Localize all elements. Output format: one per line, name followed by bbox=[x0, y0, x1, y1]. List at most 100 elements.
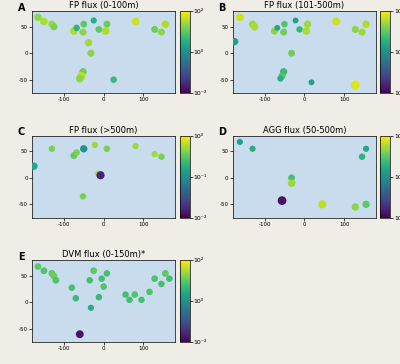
Point bbox=[49, 21, 55, 27]
Point bbox=[53, 277, 59, 283]
Point bbox=[288, 180, 295, 186]
Point bbox=[72, 295, 79, 301]
Point bbox=[237, 14, 243, 20]
Point bbox=[80, 69, 86, 75]
Point bbox=[94, 171, 101, 177]
Point bbox=[152, 276, 158, 282]
Point bbox=[104, 270, 110, 276]
Point bbox=[303, 28, 310, 34]
Title: AGG flux (50-500m): AGG flux (50-500m) bbox=[262, 126, 346, 135]
Point bbox=[249, 21, 256, 27]
Point bbox=[92, 142, 98, 148]
Point bbox=[288, 175, 295, 181]
Point bbox=[49, 146, 55, 152]
Point bbox=[71, 153, 77, 159]
Point bbox=[31, 163, 37, 169]
Point bbox=[71, 28, 77, 34]
Point bbox=[359, 29, 365, 35]
Point bbox=[162, 270, 168, 276]
Point bbox=[35, 14, 41, 20]
Point bbox=[280, 69, 287, 75]
Text: B: B bbox=[218, 3, 226, 13]
Point bbox=[76, 76, 83, 82]
Point bbox=[288, 50, 295, 56]
Point bbox=[152, 27, 158, 32]
Point bbox=[90, 17, 97, 23]
Point bbox=[86, 277, 93, 283]
Point bbox=[152, 151, 158, 157]
Point bbox=[78, 73, 84, 79]
Point bbox=[51, 24, 57, 30]
Point bbox=[251, 24, 258, 30]
Title: FP flux (>500m): FP flux (>500m) bbox=[70, 126, 138, 135]
Point bbox=[80, 193, 86, 199]
Point bbox=[96, 27, 102, 32]
Text: E: E bbox=[18, 252, 24, 262]
Point bbox=[96, 294, 102, 300]
Point bbox=[279, 198, 285, 203]
Point bbox=[271, 28, 278, 34]
Point bbox=[100, 284, 107, 289]
Point bbox=[90, 268, 97, 274]
Point bbox=[41, 19, 47, 24]
Point bbox=[88, 50, 94, 56]
Point bbox=[110, 77, 117, 83]
Point bbox=[292, 17, 299, 23]
Title: FP flux (101-500m): FP flux (101-500m) bbox=[264, 1, 344, 10]
Point bbox=[352, 82, 358, 88]
Point bbox=[132, 143, 139, 149]
Point bbox=[279, 73, 285, 79]
Point bbox=[73, 150, 80, 155]
Text: D: D bbox=[218, 127, 226, 137]
Point bbox=[41, 268, 47, 274]
Point bbox=[85, 40, 92, 46]
Text: C: C bbox=[18, 127, 25, 137]
Point bbox=[274, 25, 280, 31]
Point bbox=[277, 76, 284, 82]
Point bbox=[304, 21, 311, 27]
Point bbox=[51, 273, 57, 279]
Point bbox=[35, 264, 41, 269]
Point bbox=[80, 21, 87, 27]
Point bbox=[69, 285, 75, 290]
Point bbox=[104, 21, 110, 27]
Point bbox=[232, 39, 238, 44]
Point bbox=[333, 19, 339, 24]
Point bbox=[237, 139, 243, 145]
Point bbox=[104, 146, 110, 152]
Point bbox=[319, 201, 326, 207]
Point bbox=[359, 154, 365, 160]
Title: DVM flux (0-150m)*: DVM flux (0-150m)* bbox=[62, 250, 145, 260]
Point bbox=[363, 201, 369, 207]
Point bbox=[352, 27, 358, 32]
Point bbox=[97, 172, 104, 178]
Point bbox=[80, 146, 87, 152]
Point bbox=[98, 276, 105, 282]
Point bbox=[122, 292, 129, 297]
Point bbox=[102, 28, 109, 34]
Point bbox=[73, 25, 80, 31]
Point bbox=[146, 289, 153, 295]
Point bbox=[162, 21, 168, 27]
Point bbox=[281, 21, 288, 27]
Point bbox=[352, 204, 358, 210]
Point bbox=[280, 29, 287, 35]
Text: A: A bbox=[18, 3, 25, 13]
Point bbox=[76, 331, 83, 337]
Point bbox=[363, 21, 369, 27]
Point bbox=[138, 297, 145, 303]
Title: FP flux (0-100m): FP flux (0-100m) bbox=[69, 1, 138, 10]
Point bbox=[363, 146, 369, 152]
Point bbox=[132, 292, 138, 297]
Point bbox=[158, 281, 164, 287]
Point bbox=[158, 154, 164, 160]
Point bbox=[296, 27, 303, 32]
Point bbox=[126, 297, 133, 303]
Point bbox=[80, 29, 86, 35]
Point bbox=[132, 19, 139, 24]
Point bbox=[88, 305, 94, 311]
Point bbox=[49, 270, 55, 276]
Point bbox=[308, 79, 315, 85]
Point bbox=[158, 29, 164, 35]
Point bbox=[166, 276, 172, 282]
